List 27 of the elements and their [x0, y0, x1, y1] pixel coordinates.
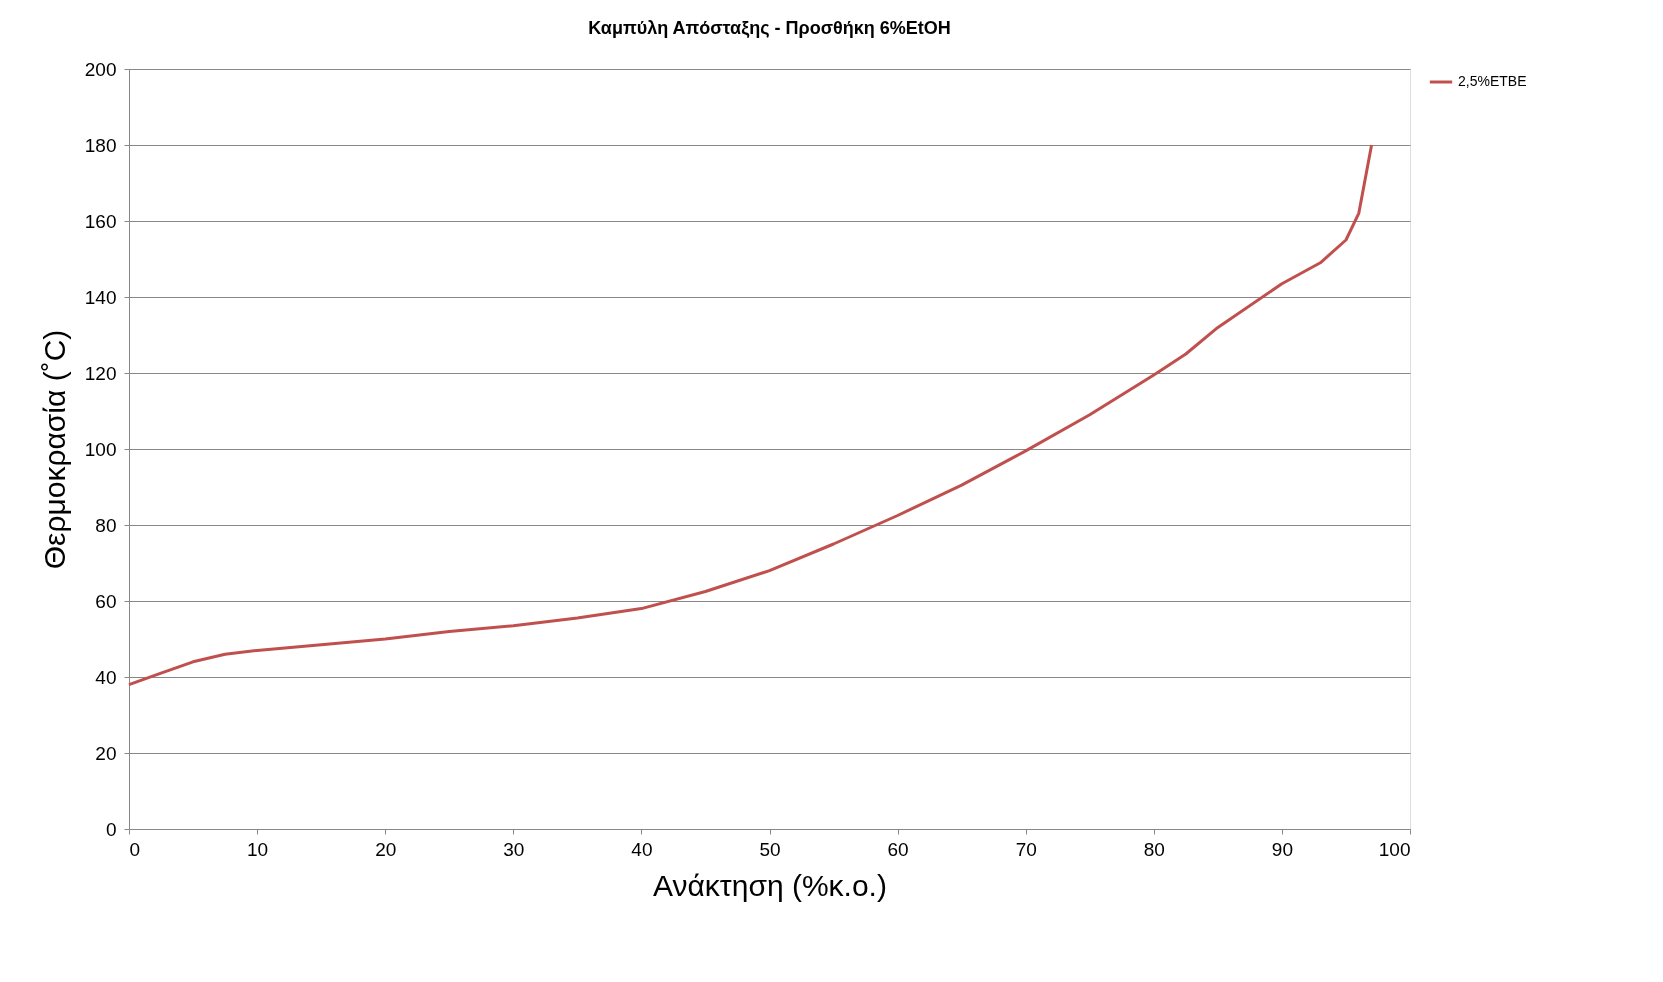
y-tick-label: 200 [84, 58, 117, 80]
chart-title: Καμπύλη Απόσταξης - Προσθήκη 6%EtOH [588, 18, 951, 39]
legend-label: 2,5%ETBE [1458, 73, 1527, 89]
x-tick-label: 10 [247, 838, 269, 860]
y-tick-label: 80 [95, 514, 117, 536]
x-tick-label: 60 [887, 838, 909, 860]
y-tick-label: 180 [84, 134, 117, 156]
y-tick-label: 0 [105, 818, 117, 840]
y-axis-title: Θερμοκρασία (˚C) [37, 329, 71, 570]
x-tick-label: 0 [129, 838, 141, 860]
x-axis-title: Ανάκτηση (%κ.ο.) [653, 868, 887, 902]
y-tick-label: 40 [95, 666, 117, 688]
y-tick-label: 120 [84, 362, 117, 384]
x-tick-label: 20 [375, 838, 397, 860]
x-tick-label: 30 [503, 838, 525, 860]
y-tick-label: 140 [84, 286, 117, 308]
x-tick-label: 50 [759, 838, 781, 860]
y-tick-label: 60 [95, 590, 117, 612]
x-tick-label: 40 [631, 838, 653, 860]
y-tick-label: 20 [95, 742, 117, 764]
x-tick-label: 90 [1271, 838, 1293, 860]
y-tick-label: 100 [84, 438, 117, 460]
y-tick-label: 160 [84, 210, 117, 232]
line-series [127, 143, 1374, 687]
x-tick-label: 80 [1143, 838, 1165, 860]
x-tick-label: 100 [1378, 838, 1411, 860]
x-tick-label: 70 [1015, 838, 1037, 860]
